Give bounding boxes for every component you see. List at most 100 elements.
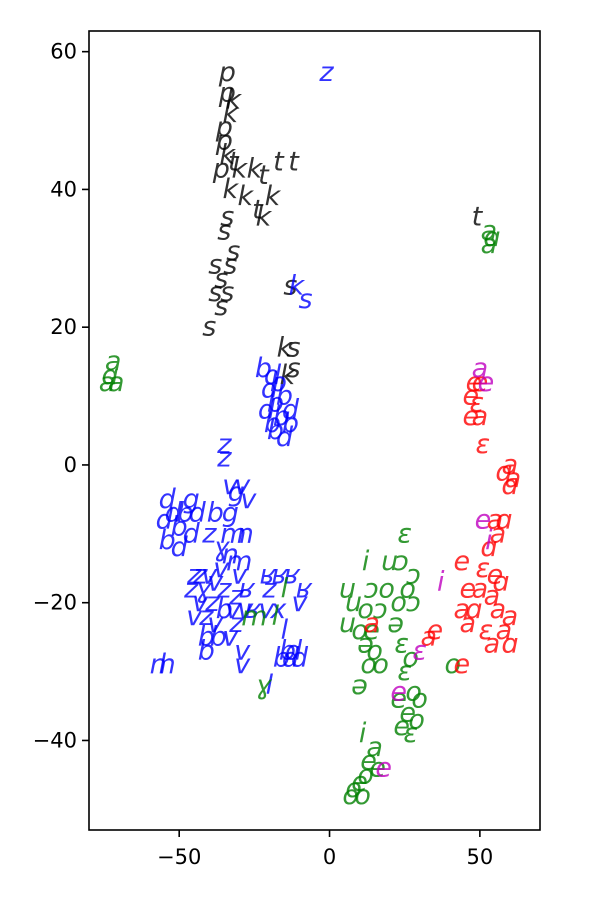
point-label: b xyxy=(198,635,215,666)
point-label: ɛ xyxy=(394,629,409,660)
point-label: k xyxy=(225,84,242,115)
point-label: s xyxy=(226,236,240,267)
point-label: d xyxy=(291,642,309,673)
point-label: z xyxy=(216,443,232,474)
point-label: m xyxy=(226,546,252,577)
point-label: k xyxy=(222,98,239,129)
point-label: ɛ xyxy=(479,615,494,646)
point-label: p xyxy=(215,112,233,143)
point-label: z xyxy=(216,429,232,460)
point-label: s xyxy=(208,277,222,308)
point-label: s xyxy=(286,353,300,384)
point-label: o xyxy=(408,704,425,735)
point-label: a xyxy=(484,580,501,611)
point-label: b xyxy=(279,635,296,666)
point-label: s xyxy=(286,332,300,363)
point-label: v xyxy=(231,560,248,591)
point-label: d xyxy=(261,374,279,405)
point-label: s xyxy=(214,264,228,295)
point-label: l xyxy=(266,670,274,701)
point-label: e xyxy=(360,746,377,777)
point-label: v xyxy=(234,649,251,680)
point-label: ə xyxy=(387,608,404,639)
point-label: ʁ xyxy=(245,594,262,625)
point-label: a xyxy=(472,573,489,604)
point-label: z xyxy=(261,573,277,604)
point-label: a xyxy=(472,401,489,432)
point-label: b xyxy=(267,415,284,446)
point-label: e xyxy=(472,367,489,398)
point-label: ɑ xyxy=(495,505,512,536)
point-label: z xyxy=(198,601,214,632)
point-label: a xyxy=(99,367,116,398)
point-label: s xyxy=(220,277,234,308)
point-label: a xyxy=(108,367,125,398)
point-label: a xyxy=(505,463,522,494)
point-label: t xyxy=(258,160,270,191)
point-label: v xyxy=(186,601,203,632)
point-label: ɛ xyxy=(397,518,412,549)
point-label: g xyxy=(222,498,239,529)
point-label: d xyxy=(258,394,276,425)
point-label: d xyxy=(264,360,282,391)
point-label: t xyxy=(288,146,300,177)
point-label: ʁ xyxy=(296,573,313,604)
point-label: e xyxy=(466,367,483,398)
point-label: b xyxy=(171,511,188,542)
point-label: t xyxy=(273,146,285,177)
point-label: m xyxy=(241,601,267,632)
point-label: a xyxy=(487,505,504,536)
point-label: v xyxy=(222,622,239,653)
point-label: p xyxy=(218,78,236,109)
point-label: ʁ xyxy=(272,560,289,591)
point-label: ɣ xyxy=(255,670,272,701)
point-label: z xyxy=(192,560,208,591)
point-label: b xyxy=(273,642,290,673)
point-label: v xyxy=(234,635,251,666)
point-label: t xyxy=(472,202,484,233)
point-label: s xyxy=(214,291,228,322)
point-label: z xyxy=(186,560,202,591)
point-label: o xyxy=(445,649,462,680)
point-label: ɛ xyxy=(476,429,491,460)
point-label: i xyxy=(359,718,367,749)
point-label: a xyxy=(481,215,498,246)
point-label: b xyxy=(210,622,227,653)
point-label: v xyxy=(222,470,239,501)
point-label: e xyxy=(351,766,368,797)
point-label: v xyxy=(237,594,254,625)
point-label: z xyxy=(216,573,232,604)
point-label: z xyxy=(228,608,244,639)
point-label: g xyxy=(183,484,200,515)
y-tick-label: −20 xyxy=(33,591,77,615)
point-label: p xyxy=(218,57,236,88)
point-label: b xyxy=(282,408,299,439)
point-label: ʁ xyxy=(260,560,277,591)
point-label: o xyxy=(342,780,359,811)
point-label: e xyxy=(459,573,476,604)
point-label: m xyxy=(220,518,246,549)
point-label: e xyxy=(453,546,470,577)
point-label: ɔ xyxy=(373,594,388,625)
point-label: z xyxy=(204,587,220,618)
point-label: z xyxy=(201,518,217,549)
point-label: ɛ xyxy=(397,656,412,687)
point-label: a xyxy=(502,449,519,480)
point-label: e xyxy=(478,367,495,398)
point-label: ɣ xyxy=(213,532,230,563)
point-label: d xyxy=(183,518,201,549)
point-label: d xyxy=(276,422,294,453)
point-label: h xyxy=(159,649,176,680)
point-label: i xyxy=(485,525,493,556)
point-label: k xyxy=(265,181,282,212)
point-label: k xyxy=(219,140,236,171)
point-label: a xyxy=(460,608,477,639)
point-label: o xyxy=(354,780,371,811)
point-label: e xyxy=(393,711,410,742)
point-label: o xyxy=(372,649,389,680)
point-label: a xyxy=(454,594,471,625)
point-label: n xyxy=(150,649,167,680)
point-label: l xyxy=(272,601,280,632)
